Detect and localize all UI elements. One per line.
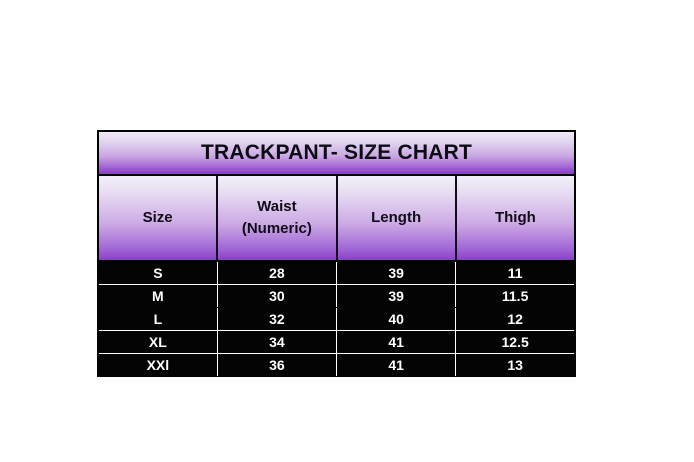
column-header-length: Length: [335, 175, 457, 262]
cell-length: 41: [335, 353, 457, 377]
cell-size: XXl: [96, 353, 218, 377]
cell-size: M: [96, 284, 218, 308]
table-row: M 30 39 11.5: [96, 284, 577, 308]
table-header-row: Size Waist (Numeric) Length Thigh: [96, 175, 577, 262]
cell-thigh: 11: [455, 261, 577, 285]
cell-waist: 30: [216, 284, 338, 308]
cell-length: 41: [335, 330, 457, 354]
cell-thigh: 13: [455, 353, 577, 377]
column-header-waist-label: Waist: [257, 198, 297, 216]
cell-thigh: 12.5: [455, 330, 577, 354]
chart-title-cell: TRACKPANT- SIZE CHART: [97, 130, 576, 176]
column-header-waist: Waist (Numeric): [216, 175, 338, 262]
cell-waist: 36: [216, 353, 338, 377]
column-header-thigh: Thigh: [454, 175, 577, 262]
cell-thigh: 12: [455, 307, 577, 331]
size-chart-container: TRACKPANT- SIZE CHART Size Waist (Numeri…: [96, 130, 577, 377]
cell-length: 40: [335, 307, 457, 331]
page-title: TRACKPANT- SIZE CHART: [201, 141, 472, 164]
table-row: XL 34 41 12.5: [96, 330, 577, 354]
size-chart-table: TRACKPANT- SIZE CHART Size Waist (Numeri…: [96, 130, 577, 377]
cell-thigh: 11.5: [455, 284, 577, 308]
column-header-thigh-label: Thigh: [494, 209, 536, 227]
table-row: L 32 40 12: [96, 307, 577, 331]
column-header-size: Size: [96, 175, 219, 262]
cell-length: 39: [335, 284, 457, 308]
cell-size: XL: [96, 330, 218, 354]
column-header-waist-sublabel: (Numeric): [241, 220, 312, 237]
cell-waist: 28: [216, 261, 338, 285]
table-row: XXl 36 41 13: [96, 353, 577, 377]
cell-size: L: [96, 307, 218, 331]
column-header-size-label: Size: [142, 209, 173, 227]
column-header-length-label: Length: [371, 209, 422, 227]
cell-size: S: [96, 261, 218, 285]
cell-waist: 32: [216, 307, 338, 331]
cell-waist: 34: [216, 330, 338, 354]
cell-length: 39: [335, 261, 457, 285]
table-row: S 28 39 11: [96, 261, 577, 285]
chart-title-row: TRACKPANT- SIZE CHART: [97, 130, 576, 176]
